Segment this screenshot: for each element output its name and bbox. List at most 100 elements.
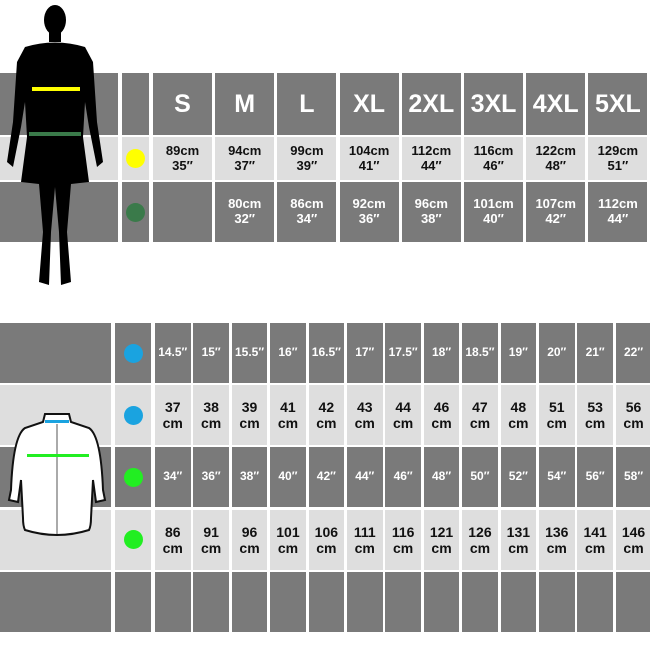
number-value: 37 <box>164 399 181 416</box>
cm-value: 104cm <box>348 142 390 158</box>
table-cell <box>270 571 306 632</box>
unit-label: cm <box>239 415 260 432</box>
table-cell: 112cm 44″ <box>401 137 461 180</box>
cm-value: 94cm <box>228 142 262 158</box>
inch-value: 46″ <box>393 469 413 484</box>
number-value: 41 <box>280 399 296 416</box>
size-label: 3XL <box>470 89 517 118</box>
table-cell: 89cm 35″ <box>153 137 212 180</box>
table-cell: 19″ <box>500 323 537 383</box>
collar-inches-marker-icon <box>123 343 143 363</box>
inch-value: 36″ <box>201 469 221 484</box>
collar-cm-marker-icon <box>123 405 143 425</box>
table-cell: 126 cm <box>462 509 498 570</box>
table-cell <box>615 571 650 632</box>
inch-value: 19″ <box>508 345 528 360</box>
table-cell: 17.5″ <box>385 323 421 383</box>
cm-value: 86cm <box>290 196 324 212</box>
table-cell <box>500 571 537 632</box>
inch-value: 18″ <box>431 345 452 360</box>
table-cell: 111 cm <box>347 509 383 570</box>
table-cell: 80cm 32″ <box>215 182 275 242</box>
unit-label: cm <box>623 415 644 432</box>
inch-value: 42″ <box>545 211 567 226</box>
row-label-cell <box>0 571 111 632</box>
size-label: M <box>234 89 256 118</box>
table-cell: 53 cm <box>577 385 613 446</box>
number-value: 111 <box>353 523 376 540</box>
size-label: XL <box>353 89 386 118</box>
cm-value: 96cm <box>414 196 448 212</box>
inch-value: 44″ <box>420 157 442 173</box>
cm-value: 92cm <box>352 196 386 212</box>
number-value: 131 <box>506 523 531 540</box>
size-header: S <box>153 73 212 135</box>
inch-value: 48″ <box>431 469 452 484</box>
table-cell: 94cm 37″ <box>215 137 275 180</box>
unit-label: cm <box>201 415 222 432</box>
number-value: 56 <box>625 399 642 416</box>
cm-value: 116cm <box>473 142 514 158</box>
inch-value: 17.5″ <box>388 345 418 360</box>
table-cell: 47 cm <box>462 385 498 446</box>
unit-label: cm <box>585 415 606 432</box>
table-cell: 40″ <box>270 447 306 508</box>
table-cell: 15.5″ <box>231 323 268 383</box>
number-value: 116 <box>391 523 415 540</box>
table-cell: 36″ <box>193 447 229 508</box>
unit-label: cm <box>546 415 567 432</box>
table-cell: 50″ <box>462 447 498 508</box>
unit-label: cm <box>469 415 491 432</box>
inch-value: 34″ <box>163 469 183 484</box>
inch-value: 41″ <box>358 157 380 173</box>
table-cell: 116 cm <box>385 509 421 570</box>
size-header: XL <box>339 73 399 135</box>
table-cell <box>385 571 421 632</box>
inch-value: 34″ <box>296 211 318 226</box>
table-cell: 56 cm <box>615 385 650 446</box>
number-value: 51 <box>548 399 565 416</box>
table-cell: 99cm 39″ <box>277 137 337 180</box>
table-cell: 116cm 46″ <box>464 137 523 180</box>
table-cell <box>347 571 383 632</box>
table-cell <box>577 571 613 632</box>
table-cell: 141 cm <box>577 509 613 570</box>
inch-value: 42″ <box>316 469 336 484</box>
number-value: 101 <box>276 523 300 540</box>
inch-value: 46″ <box>483 157 504 173</box>
inch-value: 39″ <box>296 157 318 173</box>
number-value: 121 <box>429 523 454 540</box>
inch-value: 14.5″ <box>158 345 188 360</box>
row-label-cell <box>0 323 111 383</box>
number-value: 42 <box>318 399 335 416</box>
table-cell: 39 cm <box>231 385 268 446</box>
inch-value: 16″ <box>278 345 298 360</box>
inch-value: 44″ <box>355 469 375 484</box>
inch-value: 15.5″ <box>234 345 265 360</box>
size-header: M <box>215 73 275 135</box>
inch-value: 38″ <box>420 211 442 226</box>
table-cell: 91 cm <box>193 509 229 570</box>
unit-label: cm <box>162 415 183 432</box>
cm-value: 101cm <box>473 196 514 212</box>
table-cell: 16.5″ <box>308 323 345 383</box>
number-value: 39 <box>241 399 258 416</box>
table-cell: 44 cm <box>385 385 421 446</box>
inch-value: 16.5″ <box>311 345 341 360</box>
inch-value: 18.5″ <box>465 345 495 360</box>
unit-label: cm <box>354 539 375 556</box>
table-cell: 18″ <box>423 323 460 383</box>
table-cell: 46 cm <box>423 385 460 446</box>
table-cell: 131 cm <box>500 509 537 570</box>
unit-label: cm <box>469 539 491 556</box>
unit-label: cm <box>239 539 260 556</box>
shirt-icon <box>7 413 107 536</box>
number-value: 44 <box>395 399 411 416</box>
unit-label: cm <box>546 539 567 556</box>
size-label: 5XL <box>594 89 641 118</box>
unit-label: cm <box>623 539 644 556</box>
table-cell <box>231 571 268 632</box>
chest-marker-icon <box>126 149 145 168</box>
table-cell: 96 cm <box>231 509 268 570</box>
inch-value: 21″ <box>585 345 605 360</box>
